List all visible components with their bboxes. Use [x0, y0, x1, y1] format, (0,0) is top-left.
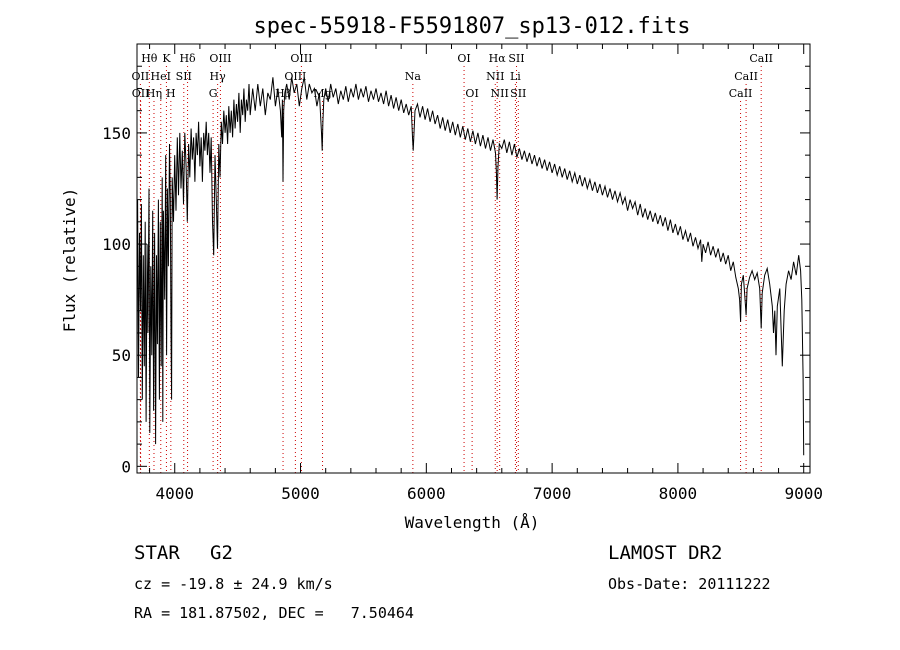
spectral-line-label: G — [209, 87, 218, 100]
y-tick-label: 150 — [102, 124, 131, 143]
spectral-line-label: OII — [132, 70, 150, 83]
spectral-line-label: CaII — [734, 70, 758, 83]
spectral-line-label: CaII — [749, 52, 773, 65]
spectral-line-label: NII — [486, 70, 504, 83]
redshift-cz: cz = -19.8 ± 24.9 km/s — [134, 575, 333, 593]
spectral-line-label: Li — [510, 70, 521, 83]
spectral-line-label: OIII — [209, 52, 231, 65]
spectral-line-label: Hδ — [179, 52, 196, 65]
plot-frame — [136, 43, 811, 474]
spectral-line-label: CaII — [729, 87, 753, 100]
spectral-line-label: Hη — [146, 87, 162, 100]
spectral-line-label: Na — [405, 70, 422, 83]
survey-name: LAMOST DR2 — [608, 542, 723, 564]
spectrum-series — [137, 77, 805, 456]
x-tick-label: 8000 — [659, 484, 698, 503]
spectral-line-label: H — [166, 87, 176, 100]
spectral-line-label: K — [162, 52, 171, 65]
y-tick-label: 0 — [121, 457, 131, 476]
spectral-line-label: SII — [176, 70, 192, 83]
spectral-line-label: OII — [132, 87, 150, 100]
spectral-line-label: OI — [465, 87, 478, 100]
spectral-line-label: Hα — [489, 52, 507, 65]
spectral-line-label: OI — [457, 52, 470, 65]
x-axis-label: Wavelength (Å) — [405, 513, 540, 532]
spectral-line-label: OIII — [284, 70, 306, 83]
axes: 4000 5000 6000 7000 8000 9000 0 50 100 150 — [102, 43, 823, 503]
y-axis-label: Flux (relative) — [60, 188, 79, 333]
spectral-line-label: Hγ — [210, 70, 227, 83]
chart-title: spec-55918-F5591807_sp13-012.fits — [253, 14, 690, 39]
x-tick-label: 9000 — [784, 484, 823, 503]
spectral-line-label: NII — [491, 87, 509, 100]
coordinates: RA = 181.87502, DEC = 7.50464 — [134, 604, 414, 622]
spectral-line-label: HeI — [151, 70, 171, 83]
spectral-line-label: OIII — [290, 52, 312, 65]
x-tick-label: 6000 — [407, 484, 446, 503]
object-subclass: G2 — [210, 542, 233, 564]
x-tick-label: 4000 — [155, 484, 194, 503]
y-tick-label: 50 — [112, 346, 131, 365]
x-tick-label: 5000 — [281, 484, 320, 503]
y-tick-label: 100 — [102, 235, 131, 254]
x-tick-label: 7000 — [533, 484, 572, 503]
object-class: STAR — [134, 542, 180, 564]
observation-date: Obs-Date: 20111222 — [608, 575, 771, 593]
spectral-line-label: Hθ — [141, 52, 158, 65]
spectral-line-label: SII — [508, 52, 524, 65]
spectrum-line — [137, 77, 805, 456]
spectral-line-label: SII — [510, 87, 526, 100]
